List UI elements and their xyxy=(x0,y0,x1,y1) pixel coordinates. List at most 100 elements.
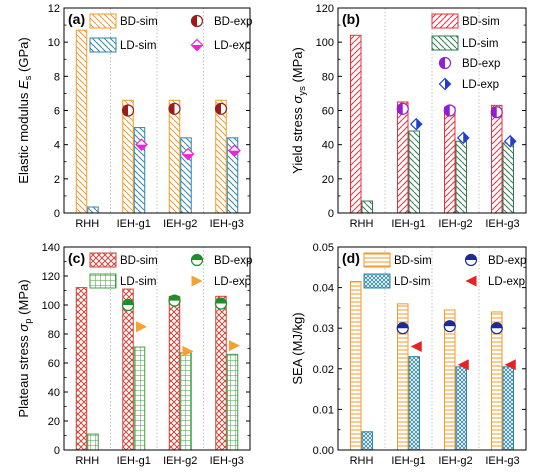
bar-ld-sim-rhh xyxy=(361,200,373,214)
bar-ld-sim-ieh-g2 xyxy=(180,137,192,214)
y-tick-label: 0.02 xyxy=(313,364,334,376)
y-tick-label: 100 xyxy=(316,37,334,49)
y-tick-label: 40 xyxy=(322,140,334,152)
marker-bd-exp-ieh-g2 xyxy=(168,102,181,115)
legend-swatch xyxy=(431,35,459,51)
x-tick-label: IEH-g3 xyxy=(485,218,519,230)
x-tick-label: RHH xyxy=(75,455,99,467)
y-tick-label: 60 xyxy=(322,106,334,118)
legend-label: LD-sim xyxy=(394,276,430,288)
marker-ld-exp-ieh-g3 xyxy=(229,340,240,352)
bar-bd-sim-ieh-g1 xyxy=(122,99,134,214)
marker-ld-exp-ieh-g3 xyxy=(503,134,517,148)
bar-bd-sim-ieh-g2 xyxy=(168,99,181,214)
y-axis-label: Yield stress σys (MPa) xyxy=(290,47,308,174)
chart-panel-3: 0 20 40 60 80 100 120 140 RHH IEH-g1 IEH-g2 IEH-g3 P… xyxy=(16,242,252,467)
legend-label: BD-sim xyxy=(394,255,432,267)
legend: BD-sim LD-sim BD-exp LD-exp xyxy=(89,13,252,53)
chart-panel-1: 0 2 4 6 8 10 12 RHH IEH-g1 IEH-g2 IEH-g3 Elastic mo… xyxy=(16,3,252,230)
marker-ld-exp-ieh-g1 xyxy=(136,321,147,333)
bar-bd-sim-ieh-g2 xyxy=(168,295,181,451)
legend-marker xyxy=(465,275,477,287)
y-tick-label: 0 xyxy=(54,445,60,457)
panel-label: (b) xyxy=(342,11,360,27)
x-tick-label: RHH xyxy=(75,218,99,230)
legend-marker xyxy=(190,38,204,52)
marker-ld-exp-ieh-g1 xyxy=(409,117,423,131)
marker-ld-exp-ieh-g2 xyxy=(456,131,470,145)
marker-bd-exp-ieh-g1 xyxy=(396,322,409,335)
legend: BD-sim LD-sim BD-exp LD-exp xyxy=(431,13,500,91)
x-tick-label: IEH-g1 xyxy=(117,218,151,230)
legend-marker xyxy=(190,14,204,28)
bar-ld-sim-rhh xyxy=(87,433,99,451)
bar-ld-sim-ieh-g1 xyxy=(408,356,420,451)
bar-bd-sim-ieh-g3 xyxy=(215,99,227,214)
bar-bd-sim-ieh-g3 xyxy=(215,295,227,451)
x-tick-label: IEH-g1 xyxy=(117,455,151,467)
bar-bd-sim-ieh-g1 xyxy=(122,288,134,451)
legend-swatch xyxy=(363,273,391,289)
chart-panel-2: 0 20 40 60 80 100 120 RHH IEH-g1 IEH-g2 IEH-g3 Yiel… xyxy=(290,3,527,230)
y-tick-label: 120 xyxy=(316,3,334,15)
y-tick-label: 40 xyxy=(48,387,60,399)
marker-ld-exp-ieh-g2 xyxy=(181,147,195,161)
legend: BD-sim LD-sim BD-exp LD-exp xyxy=(363,252,526,289)
y-tick-label: 12 xyxy=(48,3,60,15)
y-tick-label: 2 xyxy=(54,174,60,186)
marker-ld-exp-ieh-g1 xyxy=(135,138,148,152)
bar-ld-sim-ieh-g3 xyxy=(502,142,514,214)
legend-label: LD-exp xyxy=(488,276,525,288)
x-tick-label: IEH-g2 xyxy=(438,218,472,230)
y-axis-label: Plateau stress σp (MPa) xyxy=(16,279,34,417)
x-tick-label: IEH-g3 xyxy=(485,455,519,467)
legend-label: BD-sim xyxy=(462,16,500,28)
x-tick-label: IEH-g1 xyxy=(391,218,425,230)
bar-bd-sim-rhh xyxy=(350,34,362,214)
marker-ld-exp-ieh-g1 xyxy=(410,340,422,352)
legend-marker xyxy=(464,253,478,267)
legend-label: BD-exp xyxy=(214,255,252,267)
bar-bd-sim-ieh-g1 xyxy=(397,101,409,214)
y-tick-label: 0.03 xyxy=(313,323,334,335)
bar-bd-sim-rhh xyxy=(75,287,88,451)
x-tick-label: IEH-g2 xyxy=(163,455,197,467)
bar-ld-sim-ieh-g2 xyxy=(180,352,192,451)
marker-bd-exp-ieh-g3 xyxy=(490,106,503,119)
legend-swatch xyxy=(89,252,117,268)
panel-label: (d) xyxy=(342,250,360,266)
bar-ld-sim-ieh-g2 xyxy=(455,140,467,214)
marker-ld-exp-ieh-g3 xyxy=(228,144,241,157)
x-tick-label: IEH-g3 xyxy=(210,218,244,230)
marker-bd-exp-ieh-g3 xyxy=(214,297,228,310)
bar-ld-sim-ieh-g1 xyxy=(408,130,420,214)
x-tick-label: RHH xyxy=(350,455,374,467)
panel-label: (c) xyxy=(68,250,85,266)
y-tick-label: 60 xyxy=(48,358,60,370)
legend-swatch xyxy=(89,37,117,53)
legend-label: LD-exp xyxy=(214,40,251,52)
marker-bd-exp-ieh-g2 xyxy=(443,104,456,117)
y-axis-label: SEA (MJ/kg) xyxy=(290,312,305,384)
bar-ld-sim-ieh-g3 xyxy=(226,353,239,451)
y-tick-label: 20 xyxy=(322,174,334,186)
x-tick-label: IEH-g2 xyxy=(163,218,197,230)
legend-marker xyxy=(191,275,203,287)
y-tick-label: 140 xyxy=(42,242,60,254)
legend-marker xyxy=(438,56,452,70)
bar-bd-sim-rhh xyxy=(350,281,362,451)
legend-label: LD-sim xyxy=(120,276,156,288)
bar-ld-sim-ieh-g2 xyxy=(455,366,467,451)
y-tick-label: 100 xyxy=(42,300,60,312)
legend-marker xyxy=(438,77,452,91)
y-tick-label: 0 xyxy=(54,208,60,220)
marker-ld-exp-ieh-g3 xyxy=(504,359,516,371)
legend: BD-sim LD-sim BD-exp LD-exp xyxy=(89,252,252,289)
y-tick-label: 80 xyxy=(322,71,334,83)
bar-bd-sim-rhh xyxy=(75,29,88,214)
legend-label: BD-exp xyxy=(488,255,526,267)
marker-bd-exp-ieh-g3 xyxy=(214,102,228,115)
y-axis-label: Elastic modulus Es (GPa) xyxy=(16,37,34,183)
legend-swatch xyxy=(89,13,117,29)
marker-ld-exp-ieh-g2 xyxy=(182,345,194,357)
